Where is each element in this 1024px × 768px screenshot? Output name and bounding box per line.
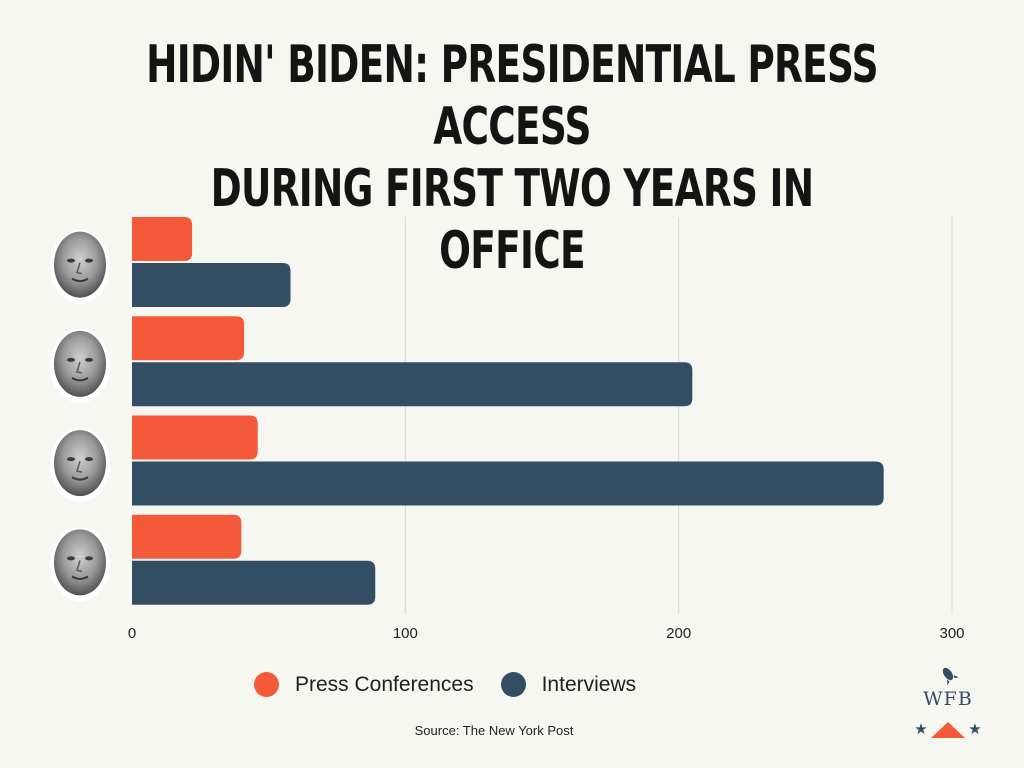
- portraits: [50, 229, 110, 602]
- gridlines: [404, 217, 953, 614]
- x-tick-label-1: 100: [393, 625, 418, 642]
- rocket-icon: [942, 667, 959, 686]
- bar-trump-interviews: [132, 362, 693, 407]
- star-icon-right: ★: [968, 721, 981, 738]
- legend: Press Conferences Interviews: [254, 672, 663, 697]
- star-icon-left: ★: [914, 721, 927, 738]
- chart-title-line-1: HIDIN' BIDEN: PRESIDENTIAL PRESS ACCESS: [146, 35, 878, 157]
- logo-graphic: ★ ★: [914, 667, 982, 738]
- chart-title: HIDIN' BIDEN: PRESIDENTIAL PRESS ACCESS …: [143, 34, 880, 282]
- legend-item-press-conferences: Press Conferences: [254, 672, 474, 697]
- wfb-logo: ★ ★ WFB: [908, 664, 988, 740]
- x-tick-label-2: 200: [666, 625, 691, 642]
- legend-item-interviews: Interviews: [500, 672, 637, 697]
- trump-portrait: [50, 328, 110, 403]
- legend-swatch-press-conferences: [254, 672, 279, 697]
- bar-bush-interviews: [132, 560, 376, 605]
- legend-swatch-interviews: [500, 672, 526, 697]
- bar-obama-interviews: [132, 461, 884, 506]
- chart-title-line-2: DURING FIRST TWO YEARS IN OFFICE: [210, 159, 814, 281]
- bar-biden-interviews: [132, 263, 291, 307]
- bar-chart: 0 100 200 300: [50, 217, 965, 642]
- x-axis: 0 100 200 300: [128, 625, 965, 642]
- source-note: Source: The New York Post: [414, 723, 574, 738]
- x-tick-label-3: 300: [939, 625, 964, 642]
- bar-trump-press-conferences: [132, 316, 245, 361]
- logo-text: WFB: [923, 688, 973, 710]
- bar-biden-press-conferences: [132, 217, 193, 261]
- obama-portrait: [50, 428, 110, 503]
- bars: [132, 217, 884, 605]
- triangle-icon: [931, 722, 965, 738]
- bush-portrait: [50, 527, 110, 602]
- bar-obama-press-conferences: [132, 415, 258, 460]
- legend-label-press-conferences: Press Conferences: [295, 672, 474, 696]
- legend-label-interviews: Interviews: [541, 672, 637, 696]
- x-tick-label-0: 0: [128, 625, 136, 642]
- bar-bush-press-conferences: [132, 514, 242, 559]
- biden-portrait: [50, 229, 110, 304]
